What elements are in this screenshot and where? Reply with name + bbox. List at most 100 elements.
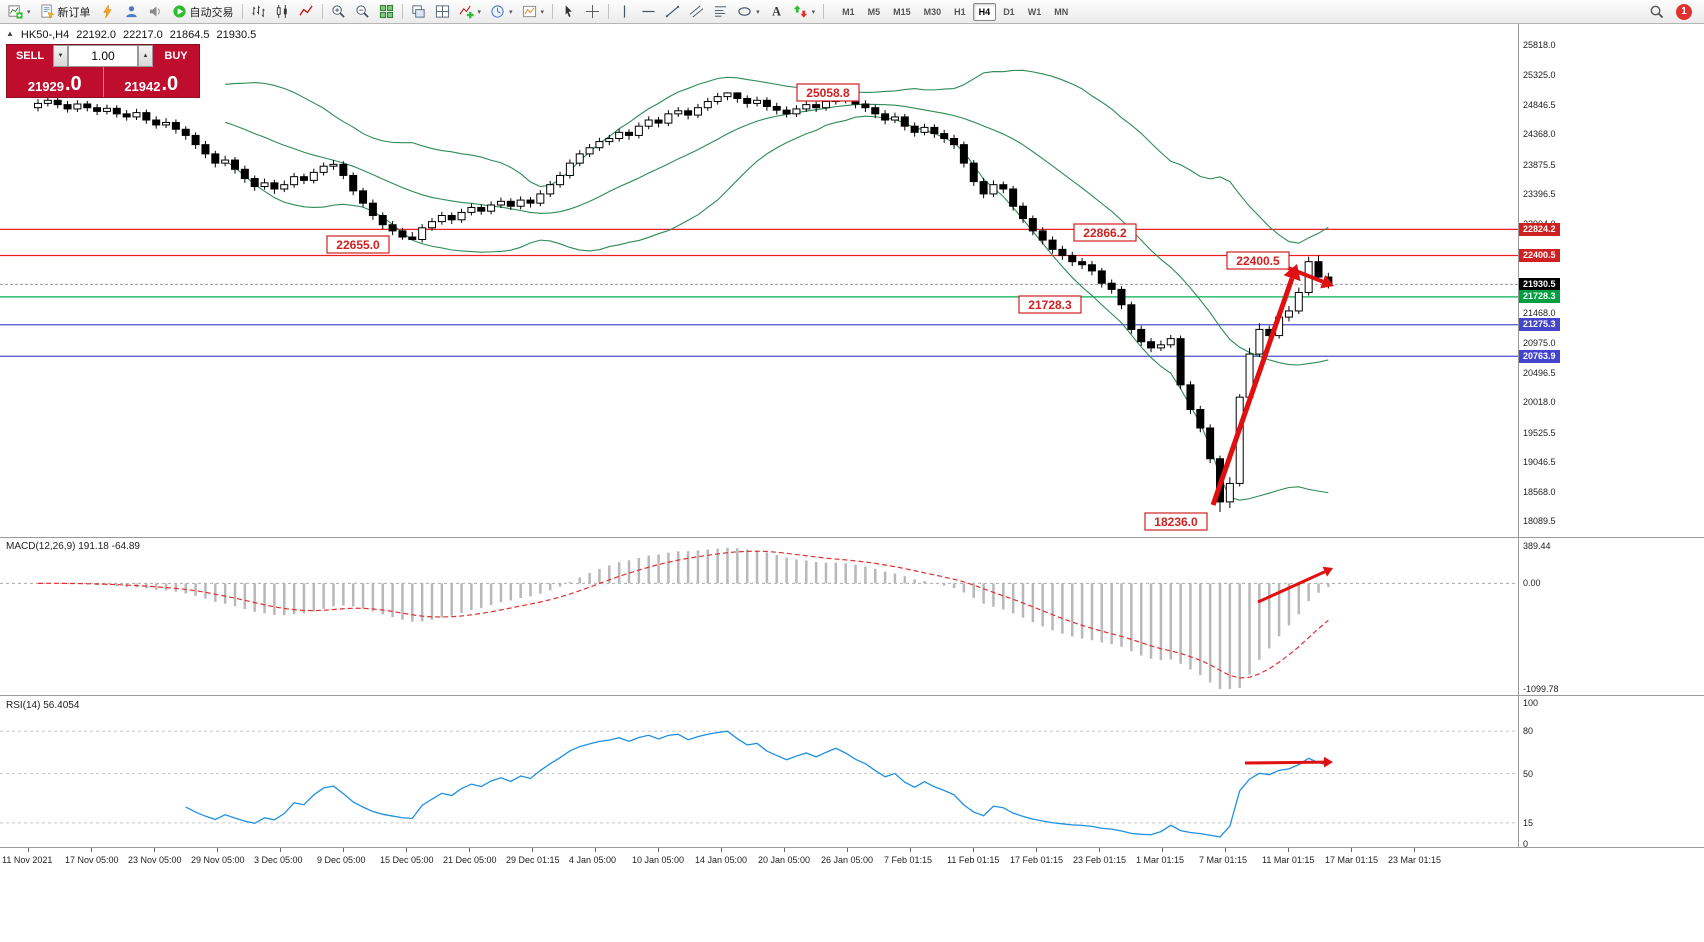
candle-body bbox=[1048, 239, 1057, 250]
panel-separator[interactable] bbox=[0, 537, 1704, 538]
trend-arrow[interactable] bbox=[1287, 266, 1324, 284]
timeframe-h4-button[interactable]: H4 bbox=[972, 2, 997, 21]
price-annotation-box[interactable] bbox=[1073, 223, 1137, 242]
candle-body bbox=[1284, 310, 1293, 318]
price-tick-label: 24846.5 bbox=[1523, 99, 1556, 110]
new-chart-button[interactable]: ▾ bbox=[4, 2, 35, 22]
sell-button[interactable]: SELL bbox=[7, 45, 53, 67]
price-tick-label: 24368.0 bbox=[1523, 129, 1556, 140]
candle-body bbox=[102, 107, 111, 112]
buy-button[interactable]: BUY bbox=[153, 45, 199, 67]
candle-body bbox=[575, 153, 584, 164]
candle-body bbox=[319, 165, 328, 173]
price-tick-label: 20496.5 bbox=[1523, 367, 1556, 378]
timeframe-m15-button[interactable]: M15 bbox=[893, 6, 911, 17]
community-button[interactable] bbox=[120, 2, 143, 22]
timeframe-m5-button[interactable]: M5 bbox=[867, 6, 881, 17]
candle-body bbox=[437, 214, 446, 223]
panel-separator[interactable] bbox=[0, 695, 1704, 696]
track-chart-button[interactable] bbox=[431, 2, 454, 22]
vertical-line-button[interactable] bbox=[613, 2, 636, 22]
rsi-axis-label: 80 bbox=[1523, 726, 1534, 737]
periods-button[interactable]: ▾ bbox=[486, 2, 517, 22]
new-order-button[interactable]: 新订单 bbox=[36, 2, 95, 22]
rsi-axis[interactable]: 100 80 50 15 0 bbox=[1519, 697, 1704, 849]
trend-arrow[interactable] bbox=[1210, 277, 1295, 506]
sell-price[interactable]: 21929 .0 bbox=[7, 67, 103, 97]
time-axis-label: 7 Feb 01:15 bbox=[884, 855, 933, 865]
channel-button[interactable] bbox=[685, 2, 708, 22]
price-annotation-box[interactable] bbox=[1144, 512, 1208, 531]
search-button[interactable] bbox=[1645, 2, 1668, 22]
buy-price[interactable]: 21942 .0 bbox=[104, 67, 200, 97]
timeframe-h1-button[interactable]: H1 bbox=[954, 6, 966, 17]
svg-text:A: A bbox=[772, 5, 781, 19]
timeframe-w1-button[interactable]: W1 bbox=[1027, 6, 1042, 17]
volume-down-button[interactable]: ▼ bbox=[53, 45, 68, 67]
time-axis-label: 1 Mar 01:15 bbox=[1136, 855, 1185, 865]
timeframe-m30-button[interactable]: M30 bbox=[923, 6, 942, 17]
price-annotation-box[interactable] bbox=[1018, 295, 1082, 314]
price-annotation-box[interactable] bbox=[796, 83, 860, 102]
horizontal-line-button[interactable] bbox=[637, 2, 660, 22]
zoom-in-button[interactable] bbox=[327, 2, 350, 22]
cursor-button[interactable] bbox=[557, 2, 580, 22]
candles-chart-button[interactable] bbox=[271, 2, 294, 22]
indicators-button[interactable]: ▾ bbox=[455, 2, 486, 22]
text-button[interactable]: A bbox=[765, 2, 788, 22]
fibonacci-button[interactable] bbox=[709, 2, 732, 22]
trend-arrow-head bbox=[1320, 274, 1334, 289]
sell-price-main: 21929 bbox=[27, 79, 64, 94]
cross-icon bbox=[586, 4, 600, 19]
time-axis[interactable]: 11 Nov 2021 17 Nov 05:00 23 Nov 05:00 29 No… bbox=[0, 848, 1704, 874]
price-annotation-box[interactable] bbox=[326, 235, 390, 254]
candle-body bbox=[1147, 341, 1156, 349]
price-annotation-text: 22400.5 bbox=[1236, 254, 1280, 268]
collapse-trade-panel-icon[interactable]: ▲ bbox=[6, 29, 14, 38]
cascade-windows-button[interactable] bbox=[407, 2, 430, 22]
time-axis-label: 23 Feb 01:15 bbox=[1073, 855, 1127, 865]
tile-windows-button[interactable] bbox=[375, 2, 398, 22]
shapes-button[interactable]: ▾ bbox=[733, 2, 764, 22]
macd-axis[interactable]: 389.44 0.00 -1099.78 bbox=[1519, 539, 1704, 695]
candle-body bbox=[1166, 338, 1175, 346]
dropdown-arrow-icon: ▾ bbox=[756, 8, 760, 16]
time-axis-label: 21 Dec 05:00 bbox=[443, 855, 497, 865]
crosshair-button[interactable] bbox=[581, 2, 604, 22]
volume-input[interactable] bbox=[68, 45, 138, 67]
trend-arrow[interactable] bbox=[1244, 760, 1325, 765]
bars-chart-button[interactable] bbox=[247, 2, 270, 22]
time-axis-tick bbox=[343, 848, 344, 852]
templates-button[interactable]: ▾ bbox=[518, 2, 549, 22]
candle-body bbox=[1028, 218, 1037, 232]
macd-panel[interactable] bbox=[0, 539, 1518, 695]
candle-body bbox=[1097, 270, 1106, 284]
rsi-indicator-label: RSI(14) 56.4054 bbox=[6, 700, 80, 711]
line-chart-button[interactable] bbox=[295, 2, 318, 22]
volume-up-button[interactable]: ▲ bbox=[138, 45, 153, 67]
candle-body bbox=[250, 178, 259, 188]
candle-body bbox=[1068, 255, 1077, 263]
trendline-button[interactable] bbox=[661, 2, 684, 22]
price-annotation-box[interactable] bbox=[1226, 251, 1290, 270]
news-button[interactable] bbox=[144, 2, 167, 22]
zoom-out-button[interactable] bbox=[351, 2, 374, 22]
timeframe-m1-button[interactable]: M1 bbox=[842, 6, 855, 17]
price-axis[interactable]: 25818.0 25325.0 24846.5 24368.0 23875.5 23396… bbox=[1519, 24, 1704, 847]
arrows-tool-button[interactable]: ▾ bbox=[789, 2, 820, 22]
market-button[interactable] bbox=[96, 2, 119, 22]
rsi-panel[interactable] bbox=[0, 697, 1518, 847]
autotrading-button[interactable]: 自动交易 bbox=[168, 2, 238, 22]
price-chart[interactable]: 25058.8 22866.2 22655.0 22400.5 21728.3 18236… bbox=[0, 24, 1518, 537]
candle-body bbox=[565, 162, 574, 176]
candle-body bbox=[43, 99, 52, 104]
candle-body bbox=[634, 125, 643, 136]
bollinger-upper-band bbox=[225, 69, 1329, 244]
candle-body bbox=[368, 202, 377, 216]
trend-arrow[interactable] bbox=[1257, 570, 1326, 604]
candle-body bbox=[349, 174, 358, 192]
candle-body bbox=[112, 107, 121, 115]
timeframe-mn-button[interactable]: MN bbox=[1054, 6, 1069, 17]
timeframe-d1-button[interactable]: D1 bbox=[1003, 6, 1015, 17]
notification-badge[interactable]: 1 bbox=[1676, 3, 1692, 20]
